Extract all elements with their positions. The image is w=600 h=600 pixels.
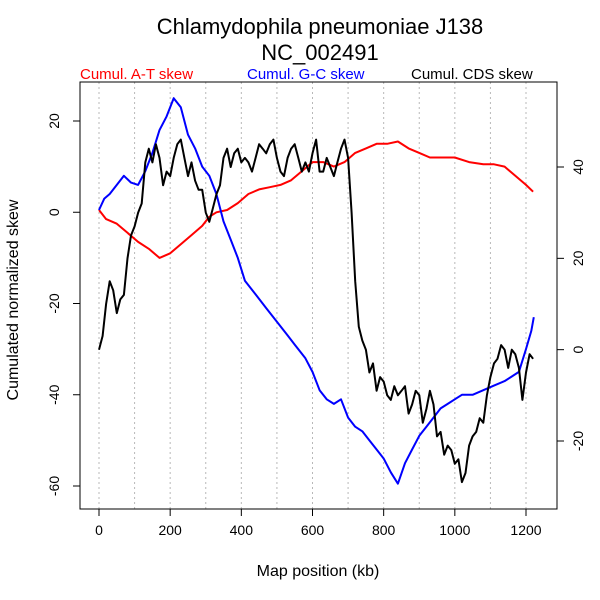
chart-title: Chlamydophila pneumoniae J138: [157, 14, 484, 39]
x-tick-label-200: 200: [158, 522, 182, 538]
plot-frame: [79, 81, 558, 510]
y-right-tick-label-40: 40: [570, 159, 586, 175]
x-tick-label-600: 600: [301, 522, 325, 538]
x-axis-label: Map position (kb): [257, 563, 380, 580]
y-left-tick-label-20: 20: [46, 113, 62, 129]
axes: 0 200 400 600 800 1000 1200200-20-40-6040200-2…: [46, 113, 586, 538]
series-line-0: [98, 140, 534, 259]
x-tick-label-1000: 1000: [439, 522, 470, 538]
x-tick-label-800: 800: [372, 522, 396, 538]
series-line-2: [98, 138, 534, 484]
legend-gc-skew: Cumul. G-C skew: [247, 66, 365, 83]
y-right-tick-label-0: 0: [570, 346, 586, 354]
y-axis-label: Cumulated normalized skew: [5, 199, 22, 400]
y-left-tick-label--40: -40: [46, 384, 62, 404]
y-right-tick-label-20: 20: [570, 250, 586, 266]
y-right-tick-label--20: -20: [570, 431, 586, 451]
x-tick-label-400: 400: [230, 522, 254, 538]
series-line-1: [98, 97, 535, 485]
legend-cds-skew: Cumul. CDS skew: [411, 66, 533, 83]
series-lines: [98, 97, 535, 485]
y-left-tick-label--60: -60: [46, 476, 62, 496]
x-tick-label-1200: 1200: [510, 522, 541, 538]
legend-at-skew: Cumul. A-T skew: [80, 66, 193, 83]
x-tick-label-0: 0: [95, 522, 103, 538]
y-left-tick-label-0: 0: [46, 208, 62, 216]
gridlines: [98, 82, 527, 509]
y-left-tick-label--20: -20: [46, 293, 62, 313]
chart-subtitle: NC_002491: [261, 40, 378, 65]
